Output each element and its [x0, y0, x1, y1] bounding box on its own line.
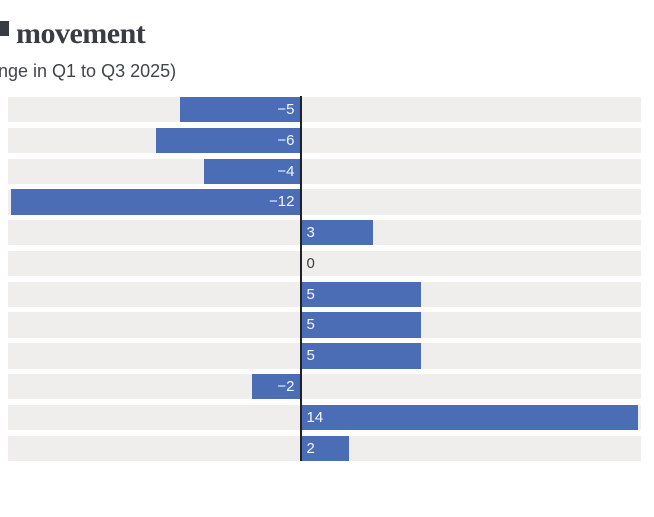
chart-row: 3	[8, 220, 641, 246]
chart-row: 5	[8, 312, 641, 338]
zero-axis-line	[299, 96, 302, 461]
bar-value-label: −6	[277, 131, 295, 149]
bar: −12	[11, 189, 301, 215]
bar-value-label: 0	[306, 254, 315, 272]
bar-value-label: 14	[306, 408, 324, 426]
chart-title: movement	[16, 17, 146, 50]
bar-value-label: −4	[277, 162, 295, 180]
bar-value-label: 5	[306, 316, 315, 334]
chart-row: −4	[8, 158, 641, 184]
chart-row: 0	[8, 250, 641, 277]
bar-value-label: 3	[306, 224, 315, 242]
bar: −4	[204, 158, 301, 184]
bar: −2	[252, 374, 301, 400]
chart-row: 5	[8, 281, 641, 307]
chart-row: 14	[8, 404, 641, 431]
cropped-title-letter-fragment	[0, 21, 9, 36]
bar-value-label: −2	[277, 378, 295, 396]
chart-row: −12	[8, 189, 641, 215]
bar: 2	[300, 435, 349, 461]
bar: 5	[300, 343, 422, 369]
chart-row: −6	[8, 127, 641, 154]
chart-row: 5	[8, 343, 641, 369]
bar-chart: −5 −6 −4 −12 3 0 5 5 5 −2 14 2	[8, 96, 641, 461]
bar: 3	[300, 220, 373, 246]
bar: 14	[300, 404, 639, 431]
chart-subtitle: nge in Q1 to Q3 2025)	[0, 61, 177, 81]
chart-row: −2	[8, 374, 641, 400]
bar-value-label: 5	[306, 285, 315, 303]
bar-value-label: −5	[277, 101, 295, 118]
bar: −5	[179, 97, 301, 123]
chart-row: −5	[8, 97, 641, 123]
bar: 5	[300, 281, 422, 307]
bar: −6	[155, 127, 301, 154]
bar-value-label: 5	[306, 347, 315, 365]
bar-value-label: −12	[269, 193, 295, 211]
chart-row: 2	[8, 435, 641, 461]
bar: 5	[300, 312, 422, 338]
bar-value-label: 2	[306, 439, 315, 457]
